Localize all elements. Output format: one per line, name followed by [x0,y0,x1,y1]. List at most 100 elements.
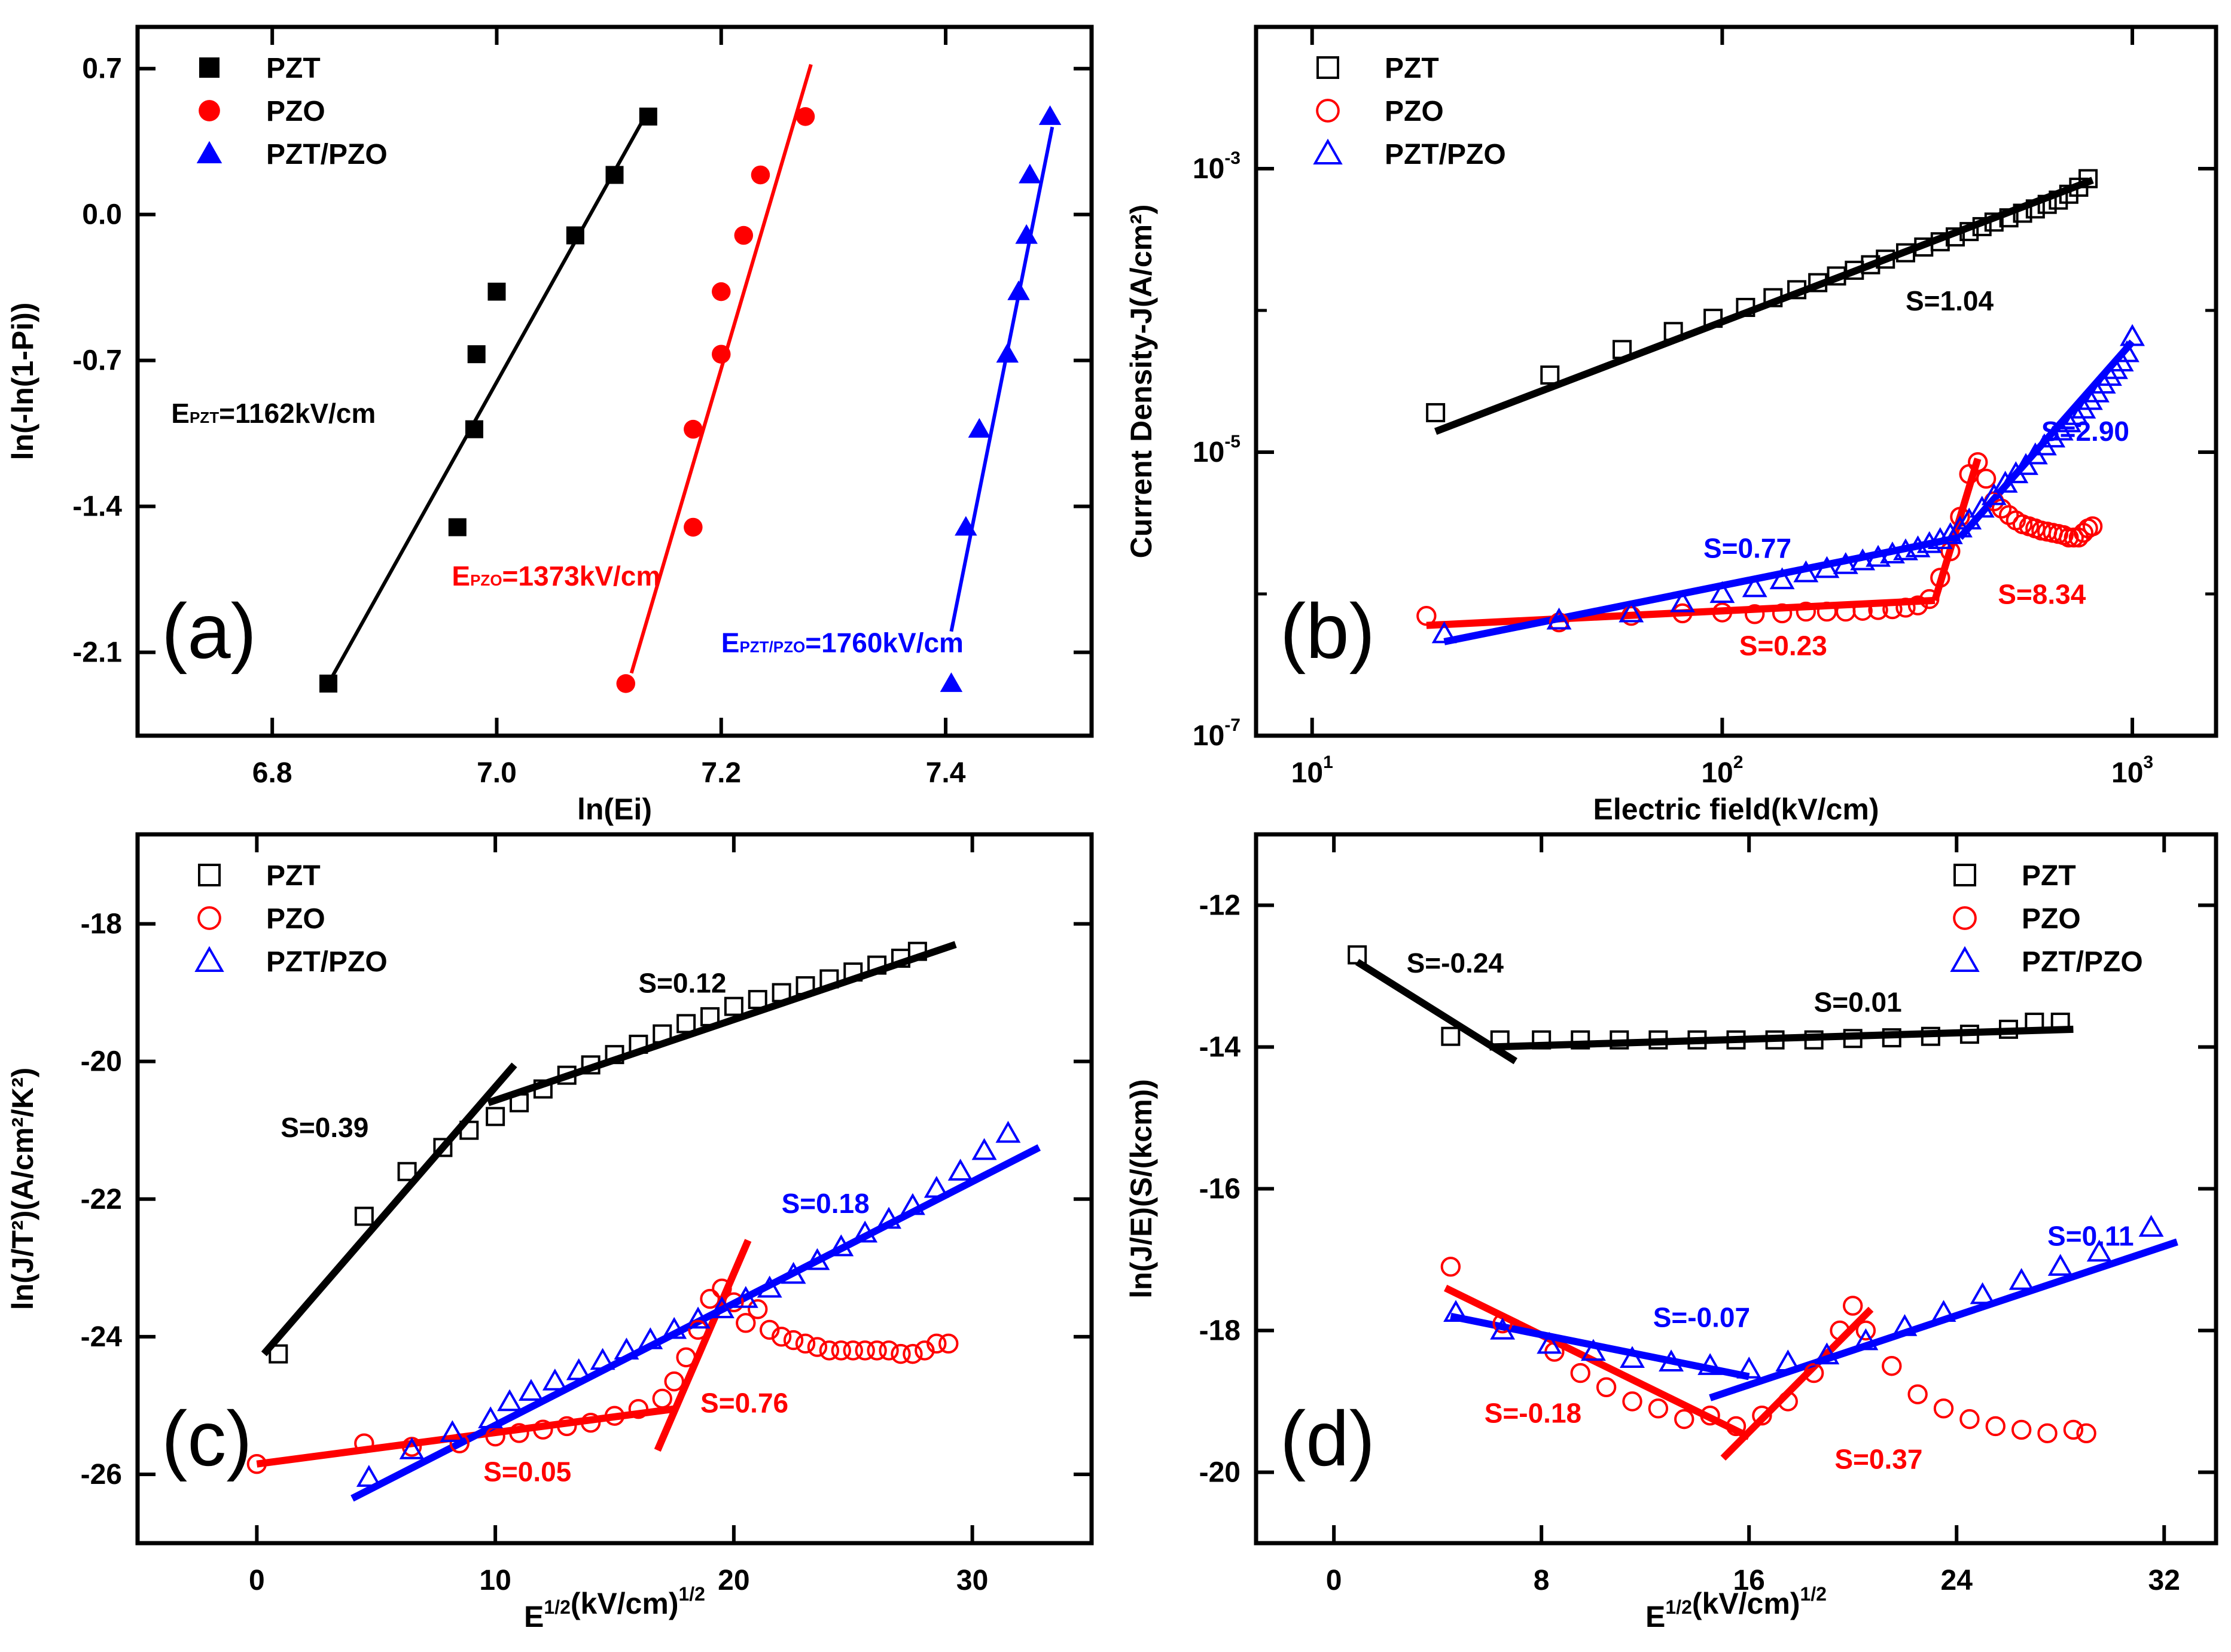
annotation: EPZO=1373kV/cm [452,560,660,592]
data-point [685,1306,711,1329]
data-point [614,1337,639,1360]
annotation: S=-0.18 [1485,1398,1581,1429]
x-tick-label: 7.2 [701,757,741,789]
annotation: S=0.12 [638,968,726,999]
series-pzt-pzo [940,105,1062,692]
x-tick-exponent: 2 [1733,752,1744,772]
data-point [1803,1363,1824,1383]
data-point [915,1340,935,1361]
data-point [1490,1030,1510,1050]
data-point [2064,527,2084,548]
data-point [796,107,815,126]
y-tick-label: -22 [81,1184,122,1215]
data-point [1778,1391,1798,1412]
legend-marker [1953,906,1977,930]
data-point [566,226,584,245]
legend: PZT PZO PZT/PZO [1950,860,2143,978]
data-point [1868,600,1888,620]
x-tick-label: 32 [2148,1565,2180,1596]
data-point [867,1340,887,1361]
y-tick-label: 0.7 [82,53,122,85]
data-point [757,1275,782,1298]
data-point [1532,1030,1552,1050]
data-point [1769,567,1795,590]
data-point [2059,184,2078,204]
fit-line [1444,1285,1751,1440]
data-point [1998,1019,2018,1039]
y-tick-label: -12 [1199,890,1241,922]
data-point [557,1065,577,1085]
data-point [1019,163,1041,184]
legend-label: PZT/PZO [2022,946,2143,978]
x-tick-label: 0 [1326,1565,1342,1596]
data-point [566,1358,592,1380]
legend-marker [1313,138,1343,164]
y-tick-label: -20 [81,1046,122,1078]
label-part: Electric field(kV/cm) [1593,793,1879,826]
data-point [843,1340,863,1361]
x-tick-label: 103 [2111,752,2153,789]
data-point [1907,1384,1928,1404]
data-point [2078,169,2098,188]
data-point [653,1024,672,1044]
data-point [1492,1313,1513,1334]
data-point [1712,602,1733,623]
x-tick-label: 102 [1701,752,1743,789]
y-axis-label: ln(J/T²)(A/cm²/K²) [6,1068,39,1310]
data-point [700,1288,720,1309]
data-point [876,1206,902,1229]
data-point [397,1162,417,1181]
legend-marker [1316,56,1339,79]
data-point [1947,515,1973,538]
data-point [433,1138,453,1157]
x-tick-label: 20 [718,1565,749,1596]
data-point [356,1465,382,1487]
annotation: S=0.18 [782,1188,870,1219]
data-point [1882,1356,1902,1376]
annotation: S=0.39 [281,1112,368,1143]
data-point [557,1416,577,1437]
x-tick-label: 24 [1941,1565,1973,1596]
data-point [1726,1416,1747,1437]
panel-label: (d) [1280,1395,1375,1482]
x-axis-label: Electric field(kV/cm) [1593,793,1879,826]
data-point [734,225,754,245]
data-point [1905,535,1931,557]
data-point [1850,548,1876,571]
data-point [2040,425,2066,448]
annotation: S=0.23 [1739,630,1827,661]
annotation-prefix: E [171,398,190,429]
x-tick-label: 101 [1291,752,1333,789]
data-point [1775,1349,1801,1371]
x-tick-label: 0 [249,1565,265,1596]
data-point [2050,1013,2070,1032]
data-point [900,1193,925,1215]
data-point [971,1138,997,1160]
data-point [1648,1030,1668,1050]
data-point [652,1388,672,1409]
data-point [783,1330,804,1351]
data-point [2082,516,2103,537]
data-point [1814,556,1840,578]
data-point [1895,243,1915,263]
data-point [1687,1030,1707,1050]
data-point [1853,1328,1879,1351]
data-point [497,1389,522,1412]
x-tick-label: 8 [1534,1565,1550,1596]
x-axis-label: E1/2(kV/cm)1/2 [524,1583,705,1633]
data-point [1742,575,1767,598]
data-point [795,1333,816,1354]
data-point [1930,232,1950,252]
data-point [819,1340,840,1361]
data-point [1892,1314,1918,1336]
data-point [399,1437,425,1459]
legend-label: PZT/PZO [266,946,388,978]
data-point [2114,340,2139,362]
data-point [2090,371,2116,394]
fit-line [629,63,813,674]
legend: PZT PZO PZT/PZO [194,860,388,978]
data-point [852,1220,878,1243]
annotation-prefix: E [452,560,470,592]
data-point [510,1093,529,1112]
